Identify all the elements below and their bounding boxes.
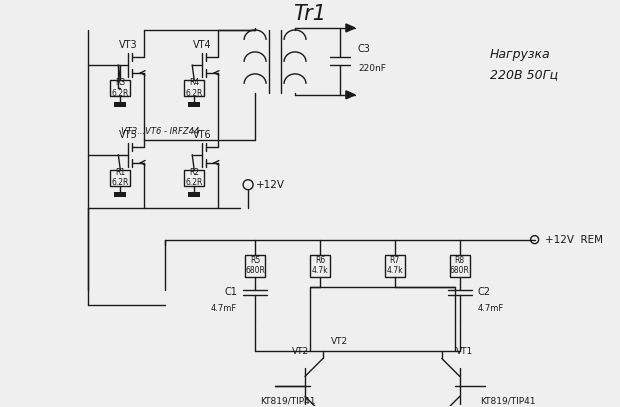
Text: VT6: VT6 [193,130,211,140]
Text: R2
6.2R: R2 6.2R [185,168,203,187]
Bar [184,80,204,96]
Text: C3: C3 [358,44,371,54]
Text: VT4: VT4 [193,40,211,50]
Text: +12V  REM: +12V REM [544,234,603,245]
Text: R7
4.7k: R7 4.7k [386,256,403,275]
Text: VT5: VT5 [119,130,138,140]
Bar [110,80,130,96]
Text: R5
680R: R5 680R [245,256,265,275]
Text: C1: C1 [224,287,237,297]
Text: KT819/TIP41: KT819/TIP41 [480,397,535,406]
Bar [188,192,200,197]
Polygon shape [346,91,355,99]
Text: KT819/TIP41: KT819/TIP41 [260,397,316,406]
Bar [310,255,330,277]
Bar [310,287,454,351]
Text: C2: C2 [478,287,491,297]
Text: R8
680R: R8 680R [450,256,470,275]
Text: VT3: VT3 [119,40,138,50]
Text: +12V: +12V [256,180,285,190]
Bar [184,170,204,186]
Text: R4
6.2R: R4 6.2R [185,78,203,98]
Text: VT2: VT2 [291,347,309,356]
Bar [245,255,265,277]
Bar [188,102,200,107]
Text: 220nF: 220nF [358,64,386,73]
Text: 4.7mF: 4.7mF [211,304,237,313]
Text: Tr1: Tr1 [293,4,327,24]
Text: VT1: VT1 [456,347,474,356]
Bar [114,102,126,107]
Text: Нагрузка: Нагрузка [490,48,551,61]
Bar [385,255,405,277]
Bar [450,255,470,277]
Text: R1
6.2R: R1 6.2R [112,168,129,187]
Text: R3
6.2R: R3 6.2R [112,78,129,98]
Bar [114,192,126,197]
Text: VT2: VT2 [331,337,348,346]
Text: 220В 50Гц: 220В 50Гц [490,68,558,81]
Text: 4.7mF: 4.7mF [478,304,504,313]
Bar [110,170,130,186]
Polygon shape [346,24,355,32]
Text: VT3...VT6 - IRFZ44: VT3...VT6 - IRFZ44 [121,127,200,136]
Text: R6
4.7k: R6 4.7k [312,256,329,275]
